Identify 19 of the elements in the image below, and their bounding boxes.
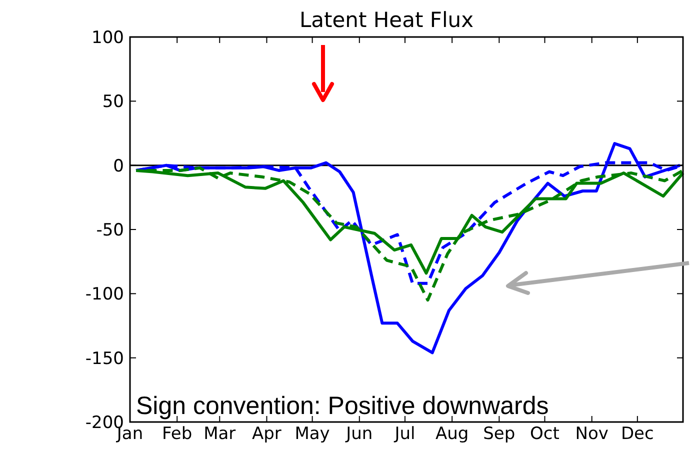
x-tick-label: Jun xyxy=(345,424,373,444)
y-tick-label: -100 xyxy=(85,284,124,305)
y-tick-label: 50 xyxy=(102,92,124,112)
chart-title: Latent Heat Flux xyxy=(299,8,474,32)
y-tick-label: -150 xyxy=(85,348,124,369)
x-tick-label: Apr xyxy=(252,424,282,444)
x-tick-label: Aug xyxy=(435,424,469,444)
y-tick-label: 0 xyxy=(113,156,124,176)
x-tick-label: Oct xyxy=(530,424,560,444)
x-tick-label: Jul xyxy=(394,424,416,444)
x-tick-label: Sep xyxy=(483,424,516,444)
x-tick-label: Mar xyxy=(204,424,236,444)
annotation: Sign convention: Positive downwards xyxy=(136,392,549,420)
x-tick-label: May xyxy=(294,424,330,444)
x-tick-label: Nov xyxy=(575,424,608,444)
x-tick-label: Dec xyxy=(620,424,654,444)
x-tick-label: Feb xyxy=(162,424,192,444)
y-tick-label: -50 xyxy=(96,220,124,240)
y-tick-label: 100 xyxy=(92,28,124,48)
